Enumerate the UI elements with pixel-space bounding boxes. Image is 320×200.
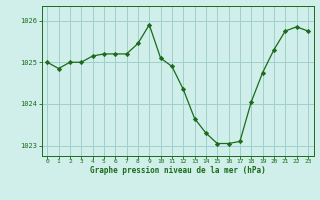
- X-axis label: Graphe pression niveau de la mer (hPa): Graphe pression niveau de la mer (hPa): [90, 166, 266, 175]
